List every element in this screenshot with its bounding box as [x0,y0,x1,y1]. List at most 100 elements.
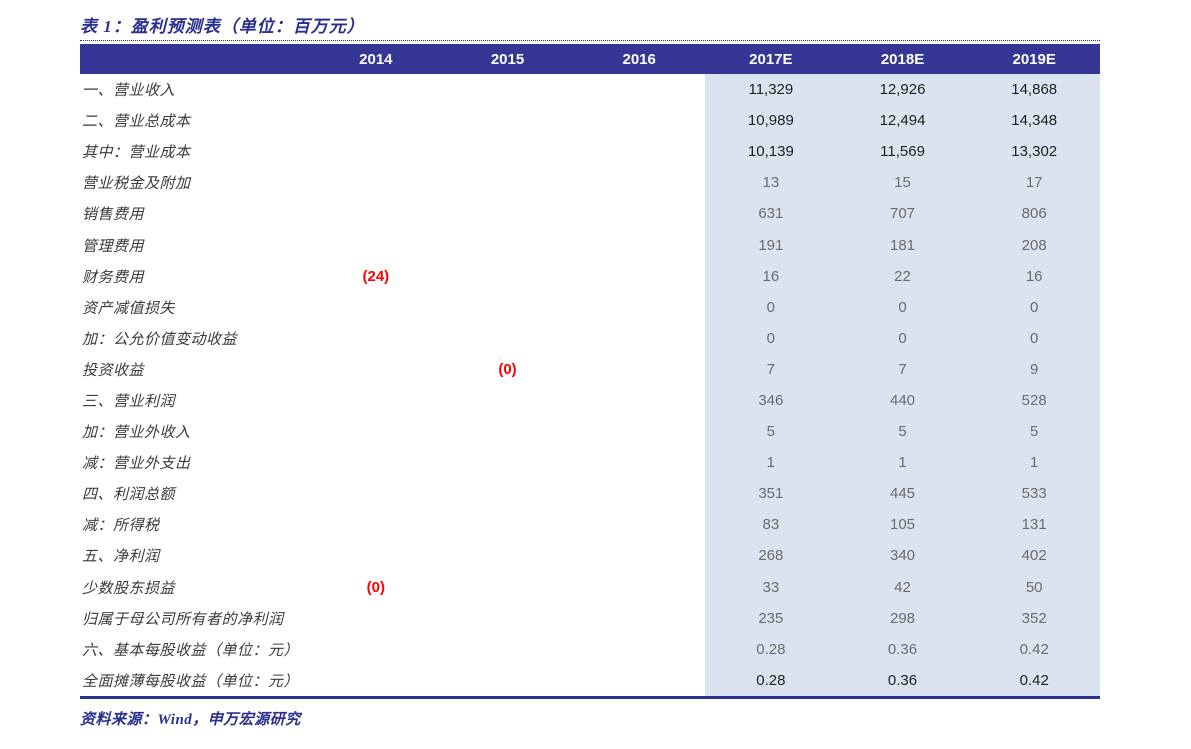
value-cell [442,572,574,603]
value-cell: 33 [705,571,837,603]
value-cell: 22 [836,260,969,292]
value-cell [310,603,442,634]
row-label: 加：公允价值变动收益 [82,331,238,348]
value-cell: 13 [705,167,837,199]
value-cell [310,198,442,229]
table-row: 五、净利润 268 340 402 [80,540,1101,572]
value-cell: 0.28 [705,633,837,665]
value-cell [573,540,705,571]
value-cell: 340 [836,540,969,572]
value-cell: 17 [968,167,1101,199]
value-cell [442,665,574,696]
value-cell: 0.36 [836,633,969,665]
row-label: 四、利润总额 [82,487,176,504]
value-cell [573,136,705,167]
row-label: 三、营业利润 [82,393,176,410]
value-cell [442,540,574,571]
value-cell: 181 [836,229,969,261]
table-row: 二、营业总成本 10,989 12,494 14,348 [80,105,1101,137]
table-row: 三、营业利润 346 440 528 [80,384,1101,417]
column-header-2019e: 2019E [1012,50,1056,68]
column-header-2016: 2016 [622,50,656,68]
value-cell: 235 [705,602,837,634]
table-title: 表 1：盈利预测表（单位：百万元） [80,17,365,36]
value-cell: 528 [968,384,1101,417]
table-row: 少数股东损益 (0) 33 42 50 [80,571,1101,603]
value-cell [573,416,705,447]
value-cell [310,634,442,665]
value-cell: 0.36 [836,664,969,696]
value-cell: 351 [705,478,837,510]
row-label: 六、基本每股收益（单位：元） [82,642,300,659]
source-note: 资料来源：Wind，申万宏源研究 [80,712,301,728]
value-cell [573,323,705,354]
value-cell: 11,329 [705,74,837,106]
value-cell: 0.42 [968,664,1101,696]
value-cell: 16 [705,260,837,292]
value-cell [442,447,574,478]
value-cell [310,416,442,447]
value-cell: 0 [705,291,837,323]
value-cell: 10,989 [705,105,837,137]
value-cell [442,74,574,105]
value-cell [442,198,574,229]
value-cell [442,292,574,323]
value-cell [573,478,705,509]
value-cell: (24) [362,267,390,285]
value-cell [573,634,705,665]
value-cell [310,136,442,167]
value-cell: 13,302 [968,136,1101,168]
value-cell: 7 [836,353,969,385]
value-cell: 402 [968,540,1101,572]
table-row: 全面摊薄每股收益（单位：元） 0.28 0.36 0.42 [80,664,1101,696]
row-label: 一、营业收入 [82,83,176,100]
value-cell: 15 [836,167,969,199]
value-cell: 440 [836,384,969,417]
column-header-2017e: 2017E [749,50,793,68]
value-cell [310,540,442,571]
value-cell: 0 [705,322,837,354]
row-label: 五、净利润 [82,549,160,566]
table-row: 归属于母公司所有者的净利润 235 298 352 [80,602,1101,634]
value-cell: (0) [498,360,517,378]
value-cell: 208 [968,229,1101,261]
value-cell: 1 [968,447,1101,479]
table-row: 营业税金及附加 13 15 17 [80,167,1101,199]
table-row: 加：公允价值变动收益 0 0 0 [80,322,1101,354]
table-row: 加：营业外收入 5 5 5 [80,416,1101,448]
value-cell: 806 [968,198,1101,230]
value-cell: 346 [705,384,837,417]
value-cell: 533 [968,478,1101,510]
table-row: 四、利润总额 351 445 533 [80,478,1101,510]
value-cell [573,385,705,416]
value-cell [442,509,574,540]
value-cell: 16 [968,260,1101,292]
row-label: 资产减值损失 [82,300,176,317]
value-cell [442,167,574,198]
value-cell [442,261,574,292]
row-label: 营业税金及附加 [82,176,191,193]
value-cell: 191 [705,229,837,261]
value-cell: 0 [836,322,969,354]
table-top-rule [80,40,1100,44]
row-label: 全面摊薄每股收益（单位：元） [82,673,300,690]
row-label: 销售费用 [82,207,145,224]
value-cell: 12,926 [836,74,969,106]
value-cell: 131 [968,509,1101,541]
value-cell [310,167,442,198]
value-cell: 12,494 [836,105,969,137]
value-cell: 1 [836,447,969,479]
value-cell [310,74,442,105]
value-cell [310,385,442,416]
value-cell: 1 [705,447,837,479]
value-cell [573,509,705,540]
value-cell [310,478,442,509]
value-cell [573,665,705,696]
table-row: 减：所得税 83 105 131 [80,509,1101,541]
value-cell: 42 [836,571,969,603]
value-cell: 0 [968,322,1101,354]
value-cell [310,229,442,260]
value-cell [573,447,705,478]
value-cell [573,292,705,323]
